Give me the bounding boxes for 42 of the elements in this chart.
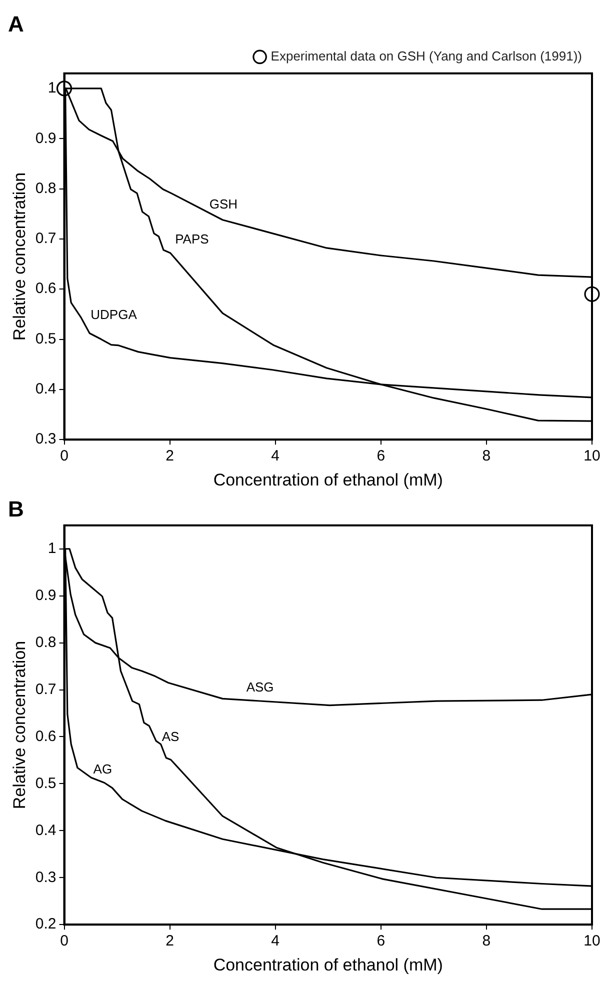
x-tick-label: 6 bbox=[376, 448, 386, 465]
series-label: AS bbox=[162, 728, 180, 744]
legend-label: Experimental data on GSH (Yang and Carlson (1991)) bbox=[270, 48, 582, 64]
series-label: AG bbox=[93, 762, 112, 777]
y-tick-label: 0.5 bbox=[35, 330, 56, 348]
x-axis-title: Concentration of ethanol (mM) bbox=[213, 470, 443, 490]
y-tick-label: 0.2 bbox=[35, 916, 56, 933]
series-label: UDPGA bbox=[90, 306, 138, 322]
x-tick-label: 2 bbox=[166, 448, 174, 465]
y-tick-label: 0.7 bbox=[35, 680, 56, 698]
y-tick-label: 0.6 bbox=[35, 728, 56, 745]
series-label: PAPS bbox=[175, 232, 210, 247]
chart-title: B bbox=[8, 496, 24, 522]
x-tick-label: 8 bbox=[482, 932, 491, 950]
y-tick-label: 0.4 bbox=[35, 380, 56, 398]
y-tick-label: 0.7 bbox=[35, 230, 56, 248]
y-tick-label: 1 bbox=[48, 540, 56, 558]
x-tick-label: 4 bbox=[271, 448, 280, 465]
y-tick-label: 0.9 bbox=[35, 130, 56, 147]
x-tick-label: 0 bbox=[60, 932, 68, 950]
x-tick-label: 10 bbox=[584, 448, 600, 465]
y-tick-label: 0.9 bbox=[35, 586, 56, 604]
y-axis-title: Relative concentration bbox=[10, 640, 29, 810]
series-label: ASG bbox=[246, 680, 274, 695]
x-axis-title: Concentration of ethanol (mM) bbox=[213, 955, 443, 974]
x-tick-label: 0 bbox=[60, 448, 68, 465]
x-tick-label: 2 bbox=[166, 932, 174, 950]
x-tick-label: 4 bbox=[271, 932, 280, 950]
x-tick-label: 6 bbox=[376, 932, 386, 950]
y-tick-label: 1 bbox=[48, 80, 56, 97]
x-tick-label: 8 bbox=[482, 448, 491, 465]
y-tick-label: 0.4 bbox=[35, 822, 56, 839]
series-label: GSH bbox=[209, 196, 238, 212]
x-tick-label: 10 bbox=[584, 932, 600, 950]
y-tick-label: 0.3 bbox=[35, 868, 56, 886]
y-tick-label: 0.8 bbox=[35, 634, 56, 651]
y-tick-label: 0.3 bbox=[35, 430, 56, 448]
y-tick-label: 0.6 bbox=[35, 280, 56, 298]
y-axis-title: Relative concentration bbox=[10, 172, 29, 341]
y-tick-label: 0.5 bbox=[35, 774, 56, 792]
y-tick-label: 0.8 bbox=[35, 180, 56, 197]
chart-title: A bbox=[8, 11, 24, 36]
